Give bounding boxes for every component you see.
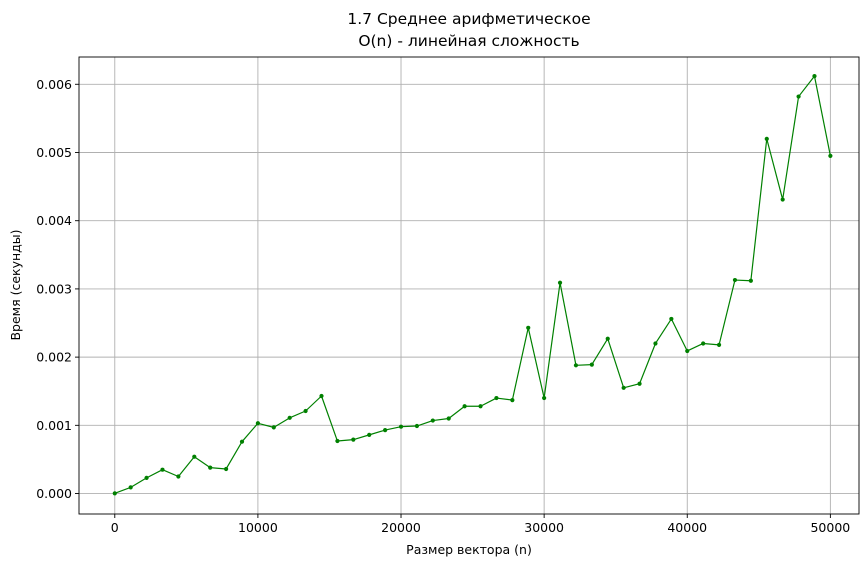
- data-point: [112, 491, 117, 496]
- series-line: [114, 75, 831, 494]
- y-axis-ticks: 0.000 0.001 0.002 0.003 0.004 0.005 0.006: [36, 77, 79, 501]
- x-axis-ticks: 0 10000 20000 30000 40000 50000: [111, 514, 850, 535]
- y-tick-label: 0.003: [36, 281, 72, 296]
- chart-subtitle: O(n) - линейная сложность: [358, 32, 579, 50]
- data-point: [621, 385, 626, 390]
- data-point: [510, 397, 515, 403]
- y-tick-label: 0.006: [36, 77, 72, 92]
- data-point: [208, 465, 213, 470]
- x-tick-label: 50000: [810, 520, 850, 535]
- plot-frame: [78, 56, 860, 515]
- data-point: [796, 94, 801, 99]
- data-point: [653, 341, 658, 346]
- x-tick-label: 10000: [238, 520, 278, 535]
- data-point: [526, 325, 531, 330]
- data-point: [383, 428, 388, 433]
- x-axis-label: Размер вектора (n): [406, 542, 532, 557]
- data-point: [478, 404, 483, 409]
- data-point: [828, 153, 833, 159]
- x-tick-label: 30000: [524, 520, 564, 535]
- data-point: [637, 381, 642, 386]
- data-point: [319, 393, 324, 399]
- data-point: [605, 336, 610, 341]
- data-point: [462, 404, 467, 409]
- data-point: [446, 416, 451, 421]
- data-point: [748, 278, 753, 283]
- data-point: [701, 341, 706, 346]
- data-point: [255, 421, 260, 426]
- data-point: [764, 136, 769, 141]
- data-point: [223, 466, 229, 472]
- data-point: [160, 467, 165, 472]
- data-point: [192, 454, 197, 459]
- data-point: [669, 316, 674, 322]
- chart-title: 1.7 Среднее арифметическое: [347, 10, 590, 28]
- y-tick-label: 0.004: [36, 213, 72, 228]
- grid: [79, 57, 859, 514]
- data-point: [287, 415, 292, 420]
- data-point: [239, 439, 245, 444]
- y-tick-label: 0.002: [36, 350, 72, 365]
- data-point: [716, 342, 722, 347]
- data-point: [398, 424, 404, 429]
- data-point: [732, 277, 738, 283]
- data-point: [494, 395, 499, 401]
- y-axis-label: Время (секунды): [8, 229, 23, 340]
- data-point: [780, 197, 785, 202]
- x-tick-label: 0: [111, 520, 119, 535]
- data-point: [128, 485, 133, 490]
- x-tick-label: 20000: [381, 520, 421, 535]
- y-tick-label: 0.001: [36, 418, 72, 433]
- data-point: [176, 474, 181, 479]
- data-point: [573, 363, 579, 368]
- data-point: [542, 395, 547, 401]
- data-point: [303, 408, 308, 414]
- data-point: [414, 423, 420, 429]
- data-point: [271, 425, 276, 430]
- data-point: [430, 418, 435, 423]
- data-point: [367, 432, 372, 437]
- data-point: [144, 475, 149, 480]
- y-tick-label: 0.005: [36, 145, 72, 160]
- x-tick-label: 40000: [667, 520, 707, 535]
- data-point: [589, 362, 594, 367]
- data-point: [685, 348, 690, 354]
- data-point: [557, 280, 563, 285]
- data-point: [812, 73, 817, 79]
- data-point: [335, 438, 340, 444]
- series-layer: [112, 73, 833, 496]
- data-point: [351, 437, 356, 442]
- y-tick-label: 0.000: [36, 486, 72, 501]
